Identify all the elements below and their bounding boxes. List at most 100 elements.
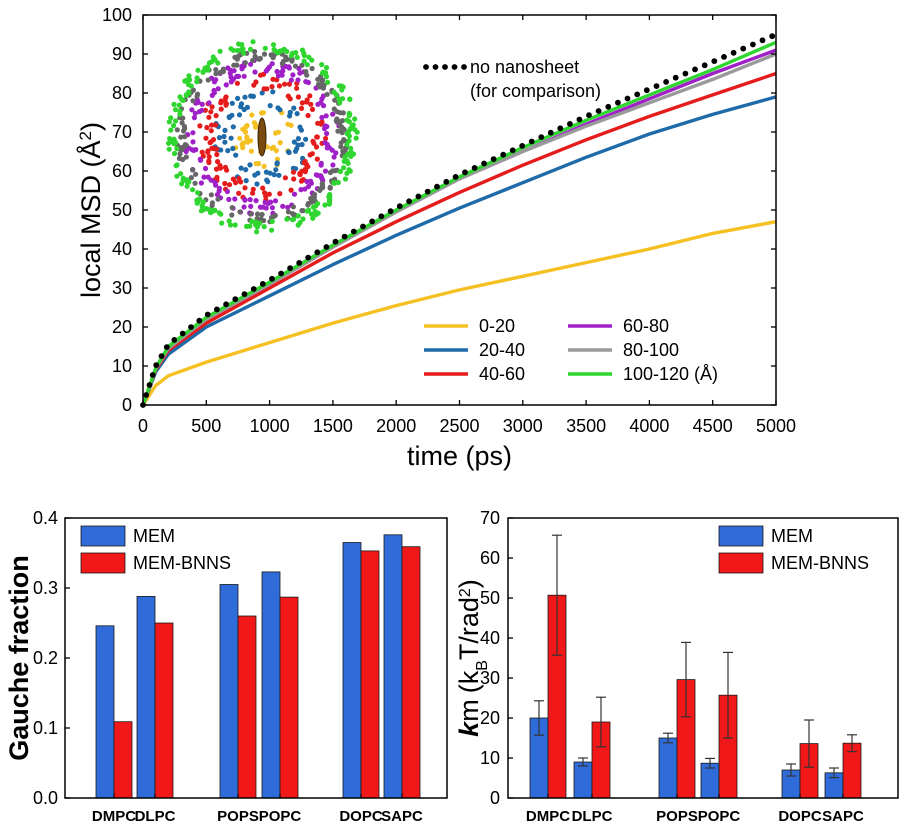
membrane-lipid-dot: [276, 83, 283, 89]
membrane-lipid-dot: [213, 122, 219, 128]
membrane-lipid-dot: [240, 140, 246, 146]
membrane-lipid-dot: [335, 128, 341, 134]
membrane-lipid-dot: [194, 79, 200, 85]
membrane-lipid-dot: [177, 94, 183, 100]
no-nanosheet-dot: [360, 223, 366, 230]
gauche-y-axis-title: Gauche fraction: [4, 555, 34, 761]
membrane-lipid-dot: [307, 152, 313, 158]
no-nanosheet-dot: [701, 62, 708, 69]
no-nanosheet-dot: [567, 121, 573, 127]
membrane-lipid-dot: [212, 207, 218, 213]
x-tick-label: 3000: [503, 416, 543, 436]
membrane-lipid-dot: [275, 129, 282, 135]
y-tick-label: 10: [112, 356, 132, 376]
series-line-0-20: [141, 220, 777, 406]
legend-label: 0-20: [479, 316, 515, 336]
membrane-lipid-dot: [315, 76, 321, 82]
bar-mem-dopc: [342, 542, 362, 799]
membrane-lipid-dot: [269, 218, 275, 224]
membrane-lipid-dot: [250, 186, 256, 192]
membrane-lipid-dot: [218, 98, 224, 104]
membrane-lipid-dot: [233, 152, 239, 158]
no-nanosheet-dot: [204, 311, 211, 318]
membrane-lipid-dot: [273, 167, 279, 173]
membrane-lipid-dot: [346, 167, 352, 173]
membrane-lipid-dot: [264, 177, 270, 183]
x-tick-label: 2000: [376, 416, 416, 436]
membrane-lipid-dot: [224, 167, 230, 173]
membrane-lipid-dot: [294, 111, 300, 117]
membrane-lipid-dot: [319, 83, 325, 89]
legend-swatch: [718, 525, 764, 547]
bar-mem-bnns-popc: [279, 596, 299, 799]
membrane-lipid-dot: [250, 57, 256, 64]
y-tick-label: 0: [122, 395, 132, 415]
membrane-lipid-dot: [320, 185, 326, 191]
membrane-lipid-dot: [290, 72, 296, 78]
no-nanosheet-dot: [615, 99, 621, 106]
no-nanosheet-dot: [500, 151, 507, 158]
membrane-lipid-dot: [261, 163, 267, 169]
membrane-lipid-dot: [215, 196, 221, 202]
membrane-lipid-dot: [182, 134, 188, 140]
no-nanosheet-legend-dot: [451, 64, 458, 70]
category-label: DLPC: [572, 808, 613, 825]
membrane-lipid-dot: [171, 123, 177, 129]
membrane-lipid-dot: [295, 77, 301, 83]
membrane-lipid-dot: [225, 148, 231, 154]
membrane-lipid-dot: [257, 220, 263, 226]
membrane-lipid-dot: [333, 92, 339, 98]
no-nanosheet-legend-dot: [432, 64, 439, 70]
membrane-lipid-dot: [327, 185, 333, 191]
membrane-lipid-dot: [233, 180, 239, 186]
membrane-lipid-dot: [215, 86, 221, 92]
membrane-lipid-dot: [285, 121, 291, 127]
membrane-lipid-dot: [204, 124, 210, 131]
membrane-lipid-dot: [223, 82, 229, 88]
membrane-lipid-dot: [198, 157, 204, 163]
membrane-lipid-dot: [186, 89, 192, 95]
membrane-lipid-dot: [184, 183, 190, 189]
no-nanosheet-dot: [595, 108, 602, 114]
membrane-lipid-dot: [303, 69, 309, 75]
membrane-lipid-dot: [280, 203, 286, 209]
membrane-lipid-dot: [304, 97, 310, 103]
bar-mem-pops: [658, 737, 678, 799]
no-nanosheet-dot: [163, 344, 170, 350]
legend-label: MEM-BNNS: [133, 553, 231, 573]
legend-label: 40-60: [479, 364, 525, 384]
x-tick-label: 0: [138, 416, 148, 436]
membrane-lipid-dot: [215, 159, 221, 165]
membrane-lipid-dot: [289, 58, 295, 64]
membrane-lipid-dot: [190, 167, 196, 173]
membrane-lipid-dot: [227, 67, 234, 73]
membrane-lipid-dot: [180, 115, 186, 121]
membrane-lipid-dot: [200, 207, 206, 213]
msd-x-ticks: 0 500 1000 1500 2000 2500 3000 3500 4000 4500 5000: [138, 15, 796, 436]
y-tick-label: 0: [490, 788, 500, 808]
membrane-lipid-dot: [202, 165, 209, 172]
membrane-lipid-dot: [344, 158, 350, 164]
no-nanosheet-dot: [232, 296, 239, 303]
no-nanosheet-dot: [153, 362, 160, 368]
membrane-lipid-dot: [214, 174, 220, 180]
membrane-lipid-dot: [199, 101, 205, 107]
y-tick-label: 70: [112, 122, 132, 142]
membrane-lipid-dot: [171, 101, 177, 107]
membrane-lipid-dot: [302, 158, 308, 164]
membrane-lipid-dot: [300, 208, 306, 214]
membrane-lipid-dot: [247, 197, 253, 203]
y-tick-label: 40: [112, 239, 132, 259]
membrane-lipid-dot: [213, 71, 219, 77]
membrane-lipid-dot: [198, 180, 204, 186]
membrane-lipid-dot: [202, 65, 208, 71]
membrane-lipid-dot: [342, 176, 349, 182]
membrane-lipid-dot: [214, 151, 220, 158]
membrane-lipid-dot: [218, 106, 224, 112]
membrane-lipid-dot: [337, 100, 343, 106]
membrane-lipid-dot: [305, 202, 311, 208]
category-label: DMPC: [526, 808, 570, 825]
membrane-lipid-dot: [248, 138, 254, 144]
membrane-lipid-dot: [256, 161, 262, 167]
